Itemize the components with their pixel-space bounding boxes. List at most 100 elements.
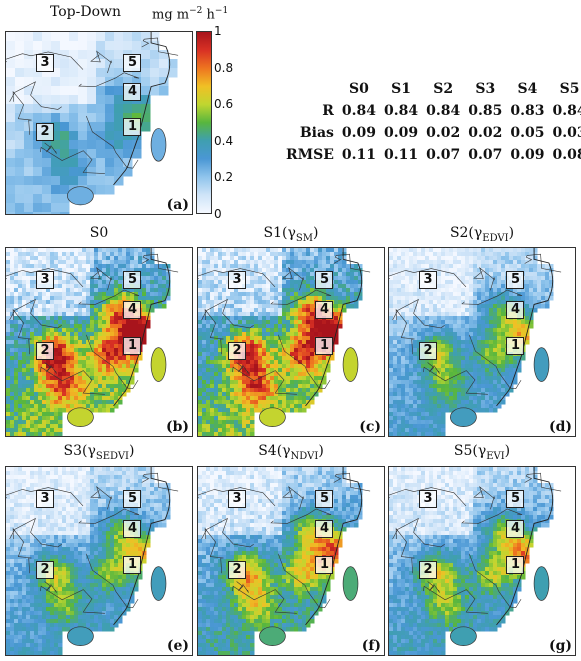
map-cell — [6, 260, 11, 265]
map-cell — [330, 252, 335, 257]
map-cell — [294, 332, 299, 337]
map-cell — [258, 364, 263, 369]
map-cell — [437, 416, 442, 421]
map-cell — [38, 320, 43, 325]
map-cell — [449, 248, 454, 253]
map-cell — [198, 316, 203, 321]
map-cell — [310, 308, 315, 313]
map-cell — [350, 268, 355, 273]
map-cell — [218, 364, 223, 369]
map-cell — [106, 388, 111, 393]
map-cell — [250, 264, 255, 269]
map-cell — [150, 59, 160, 69]
map-cell — [445, 388, 450, 393]
map-cell — [50, 316, 55, 321]
map-cell — [501, 348, 506, 353]
map-cell — [310, 264, 315, 269]
map-cell — [58, 416, 63, 421]
map-cell — [298, 376, 303, 381]
map-cell — [397, 296, 402, 301]
map-cell — [306, 372, 311, 377]
map-cell — [198, 312, 203, 317]
map-cell — [318, 364, 323, 369]
map-cell — [254, 280, 259, 285]
map-cell — [42, 304, 47, 309]
map-cell — [226, 412, 231, 417]
map-cell — [489, 284, 494, 289]
map-cell — [210, 432, 215, 436]
map-cell — [282, 288, 287, 293]
map-cell — [421, 308, 426, 313]
map-cell — [282, 284, 287, 289]
map-cell — [42, 412, 47, 417]
map-cell — [441, 352, 446, 357]
map-cell — [242, 332, 247, 337]
map-cell — [306, 340, 311, 345]
map-cell — [22, 376, 27, 381]
map-cell — [206, 256, 211, 261]
map-cell — [226, 396, 231, 401]
map-cell — [70, 252, 75, 257]
map-cell — [42, 264, 47, 269]
map-cell — [210, 248, 215, 253]
map-cell — [238, 424, 243, 429]
map-cell — [350, 296, 355, 301]
map-cell — [445, 348, 450, 353]
map-cell — [445, 368, 450, 373]
map-cell — [30, 300, 35, 305]
map-cell — [50, 364, 55, 369]
map-cell — [413, 340, 418, 345]
map-cell — [50, 332, 55, 337]
map-cell — [405, 252, 410, 257]
map-cell — [258, 260, 263, 265]
map-cell — [441, 412, 446, 417]
map-cell — [302, 332, 307, 337]
map-cell — [66, 296, 71, 301]
map-cell — [202, 428, 207, 433]
map-cell — [214, 384, 219, 389]
map-cell — [441, 396, 446, 401]
map-cell — [230, 252, 235, 257]
map-cell — [10, 412, 15, 417]
map-cell — [338, 296, 343, 301]
map-cell — [162, 264, 167, 269]
map-cell — [286, 268, 291, 273]
map-cell — [218, 328, 223, 333]
map-cell — [405, 296, 410, 301]
map-cell — [274, 320, 279, 325]
map-cell — [342, 280, 347, 285]
map-cell — [505, 392, 510, 397]
map-cell — [338, 316, 343, 321]
map-cell — [322, 320, 327, 325]
map-cell — [34, 432, 39, 436]
map-cell — [541, 296, 546, 301]
map-cell — [389, 380, 394, 385]
map-cell — [485, 332, 490, 337]
map-cell — [130, 252, 135, 257]
map-cell — [485, 284, 490, 289]
map-cell — [433, 376, 438, 381]
map-cell — [138, 292, 143, 297]
map-cell — [78, 352, 83, 357]
map-cell — [306, 356, 311, 361]
map-cell — [30, 352, 35, 357]
map-cell — [18, 424, 23, 429]
map-cell — [78, 131, 88, 141]
map-cell — [38, 400, 43, 405]
map-cell — [421, 360, 426, 365]
map-cell — [105, 41, 115, 51]
map-cell — [525, 300, 530, 305]
map-cell — [30, 344, 35, 349]
map-cell — [238, 304, 243, 309]
map-cell — [417, 332, 422, 337]
map-cell — [222, 404, 227, 409]
map-cell — [230, 308, 235, 313]
map-cell — [146, 308, 151, 313]
map-cell — [242, 336, 247, 341]
map-cell — [489, 336, 494, 341]
map-cell — [477, 252, 482, 257]
map-cell — [397, 360, 402, 365]
map-cell — [298, 288, 303, 293]
map-cell — [238, 328, 243, 333]
